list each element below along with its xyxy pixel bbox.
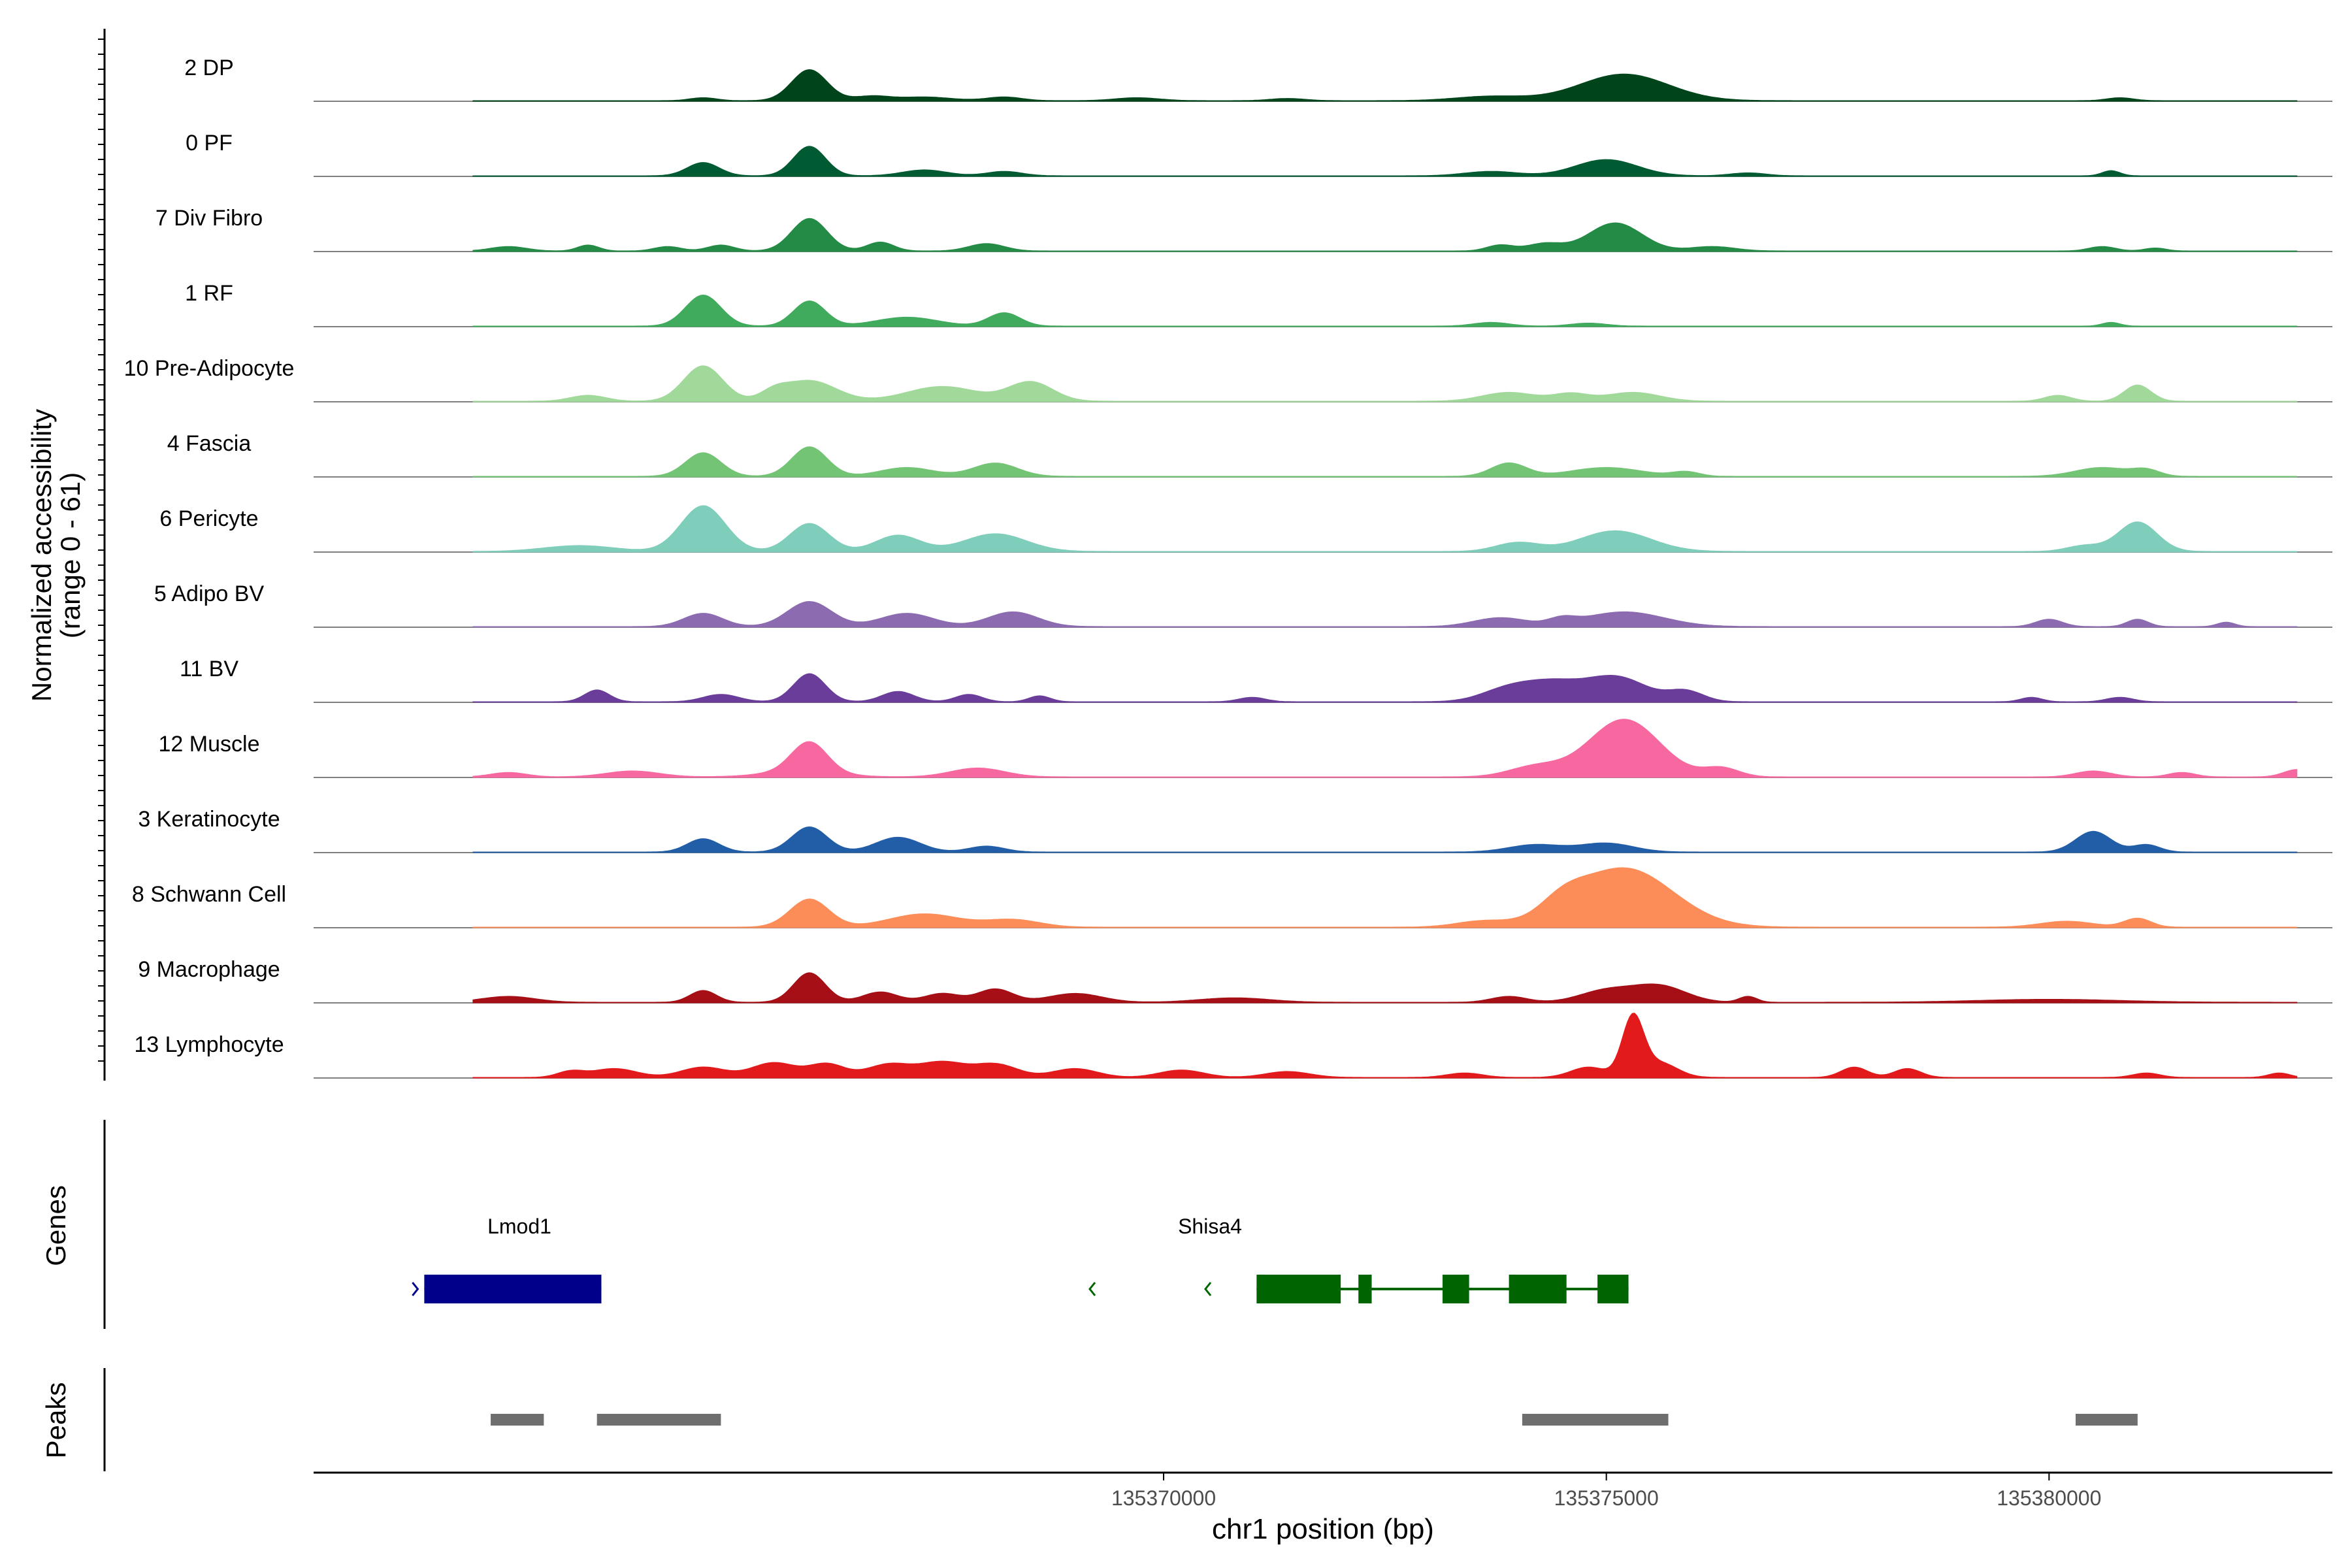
- track-2: 0 PF: [186, 131, 2332, 177]
- track-coverage-area: [472, 69, 2298, 102]
- track-label: 2 DP: [184, 56, 234, 80]
- genes-panel-label: Genes: [41, 1185, 71, 1266]
- strand-arrow: [1204, 1282, 1212, 1296]
- track-coverage-area: [472, 719, 2298, 778]
- strand-arrow: [1088, 1282, 1096, 1296]
- track-5: 10 Pre-Adipocyte: [124, 356, 2332, 402]
- track-label: 4 Fascia: [167, 431, 252, 456]
- gene-exon: [1442, 1275, 1469, 1303]
- y-axis-label-line1: Normalized accessibility: [26, 409, 57, 702]
- track-coverage-area: [472, 218, 2298, 252]
- peak-regions: [491, 1414, 2138, 1426]
- coverage-y-axis-ticks: [98, 39, 105, 1062]
- track-coverage-area: [472, 673, 2298, 703]
- track-coverage-area: [472, 972, 2298, 1004]
- gene-name: Lmod1: [487, 1215, 551, 1238]
- track-label: 8 Schwann Cell: [132, 882, 286, 907]
- x-tick-label: 135380000: [1997, 1486, 2101, 1510]
- track-4: 1 RF: [185, 281, 2332, 327]
- track-label: 6 Pericyte: [159, 506, 258, 531]
- track-coverage-area: [472, 446, 2298, 478]
- y-axis-label-line2: (range 0 - 61): [55, 472, 86, 638]
- track-6: 4 Fascia: [167, 431, 2332, 478]
- gene-annotations: Lmod1 Shisa4: [412, 1215, 1629, 1303]
- track-coverage-area: [472, 365, 2298, 402]
- x-tick-label: 135370000: [1111, 1486, 1216, 1510]
- track-label: 11 BV: [180, 657, 238, 681]
- track-label: 3 Keratinocyte: [138, 807, 280, 832]
- x-axis-ticks: 135370000 135375000 135380000: [1111, 1473, 2101, 1510]
- gene-exon: [1358, 1275, 1372, 1303]
- peak-region: [1522, 1414, 1669, 1426]
- track-14: 13 Lymphocyte: [134, 1013, 2332, 1079]
- strand-arrow: [412, 1282, 419, 1296]
- x-tick-label: 135375000: [1554, 1486, 1659, 1510]
- track-label: 5 Adipo BV: [154, 581, 265, 606]
- track-label: 13 Lymphocyte: [134, 1032, 284, 1057]
- track-13: 9 Macrophage: [138, 957, 2332, 1004]
- track-11: 3 Keratinocyte: [138, 807, 2332, 853]
- gene-shisa4: Shisa4: [1088, 1215, 1629, 1303]
- track-label: 1 RF: [185, 281, 233, 306]
- gene-exon: [1509, 1275, 1567, 1303]
- x-axis-label: chr1 position (bp): [1212, 1513, 1434, 1545]
- track-label: 9 Macrophage: [138, 957, 280, 982]
- peaks-panel-label: Peaks: [41, 1382, 71, 1459]
- track-8: 5 Adipo BV: [154, 581, 2332, 628]
- track-coverage-area: [472, 505, 2298, 553]
- track-coverage-area: [472, 600, 2298, 628]
- track-coverage-area: [472, 867, 2298, 928]
- track-coverage-area: [472, 1013, 2298, 1079]
- track-coverage-area: [472, 146, 2298, 177]
- gene-lmod1: Lmod1: [412, 1215, 602, 1303]
- gene-exon: [1256, 1275, 1341, 1303]
- coverage-tracks: 2 DP 0 PF 7 Div Fibro 1 RF 10 Pre-Adipocyte 4…: [124, 56, 2332, 1079]
- track-coverage-area: [472, 294, 2298, 327]
- track-12: 8 Schwann Cell: [132, 867, 2332, 928]
- peak-region: [596, 1414, 721, 1426]
- gene-exon: [424, 1275, 602, 1303]
- track-label: 7 Div Fibro: [155, 206, 263, 231]
- gene-exon: [1597, 1275, 1629, 1303]
- track-10: 12 Muscle: [159, 719, 2332, 778]
- peak-region: [491, 1414, 544, 1426]
- track-label: 12 Muscle: [159, 732, 260, 757]
- gene-name: Shisa4: [1178, 1215, 1242, 1238]
- track-coverage-area: [472, 826, 2298, 853]
- track-7: 6 Pericyte: [159, 505, 2332, 553]
- track-9: 11 BV: [180, 657, 2332, 703]
- track-3: 7 Div Fibro: [155, 206, 2332, 252]
- track-1: 2 DP: [184, 56, 2332, 102]
- peak-region: [2075, 1414, 2138, 1426]
- track-label: 0 PF: [186, 131, 233, 155]
- track-label: 10 Pre-Adipocyte: [124, 356, 295, 381]
